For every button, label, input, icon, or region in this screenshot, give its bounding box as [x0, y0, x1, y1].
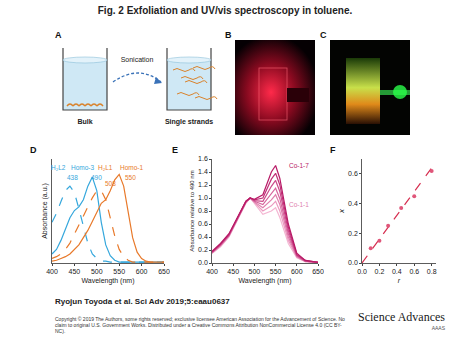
- svg-text:H₂L2: H₂L2: [51, 164, 66, 171]
- svg-text:Co-1-7: Co-1-7: [289, 162, 309, 169]
- svg-text:0.0: 0.0: [357, 268, 367, 275]
- html-text:F: F: [330, 145, 336, 155]
- svg-text:0.4: 0.4: [348, 200, 358, 207]
- html-text:C: C: [320, 30, 327, 40]
- svg-text:Co-1-1: Co-1-1: [289, 201, 309, 208]
- svg-text:400: 400: [46, 268, 58, 275]
- svg-text:Bulk: Bulk: [77, 118, 92, 125]
- svg-text:0.2: 0.2: [348, 230, 358, 237]
- svg-text:Wavelength (nm): Wavelength (nm): [81, 277, 134, 285]
- html-text:Copyright © 2019 The Authors,: Copyright © 2019 The Authors, some right…: [55, 316, 345, 334]
- svg-text:450: 450: [69, 268, 81, 275]
- svg-text:0.6: 0.6: [409, 268, 419, 275]
- svg-text:Homo-1: Homo-1: [120, 164, 144, 171]
- svg-text:1.0: 1.0: [198, 194, 208, 201]
- svg-text:Absorbance (a.u.): Absorbance (a.u.): [41, 183, 49, 239]
- svg-text:Absorbance relative to 490 nm: Absorbance relative to 490 nm: [189, 170, 195, 251]
- svg-text:600: 600: [136, 268, 148, 275]
- svg-text:0.0: 0.0: [348, 259, 358, 266]
- svg-text:438: 438: [67, 174, 78, 181]
- html-text:Ryojun Toyoda et al. Sci Adv 2: Ryojun Toyoda et al. Sci Adv 2019;5:eaau…: [55, 297, 230, 306]
- html-text:A: A: [55, 30, 62, 40]
- svg-text:H₂L1: H₂L1: [98, 164, 113, 171]
- html-text:Fig. 2 Exfoliation and UV/vis: Fig. 2 Exfoliation and UV/vis spectrosco…: [97, 5, 353, 16]
- svg-text:r: r: [398, 277, 401, 284]
- svg-text:1.4: 1.4: [198, 168, 208, 175]
- svg-text:0.2: 0.2: [198, 246, 208, 253]
- svg-text:Sonication: Sonication: [121, 56, 154, 63]
- svg-text:400: 400: [206, 268, 218, 275]
- svg-text:490: 490: [91, 174, 102, 181]
- svg-text:500: 500: [249, 268, 261, 275]
- html-text:AAAS: AAAS: [431, 325, 445, 331]
- html-text:E: E: [172, 145, 178, 155]
- svg-text:600: 600: [291, 268, 303, 275]
- svg-text:650: 650: [312, 268, 324, 275]
- svg-text:Single strands: Single strands: [165, 118, 213, 126]
- svg-text:x: x: [337, 208, 346, 214]
- svg-text:0.6: 0.6: [198, 220, 208, 227]
- html-text:B: B: [225, 30, 232, 40]
- svg-text:0.4: 0.4: [392, 268, 402, 275]
- svg-text:550: 550: [270, 268, 282, 275]
- svg-text:0.6: 0.6: [348, 170, 358, 177]
- html-text:D: D: [30, 145, 37, 155]
- svg-text:1.2: 1.2: [198, 181, 208, 188]
- svg-text:0.0: 0.0: [198, 259, 208, 266]
- svg-text:650: 650: [158, 268, 170, 275]
- svg-text:1.6: 1.6: [198, 155, 208, 162]
- svg-text:0.2: 0.2: [375, 268, 385, 275]
- svg-text:550: 550: [125, 174, 136, 181]
- svg-text:0.8: 0.8: [198, 207, 208, 214]
- html-text:Science Advances: Science Advances: [358, 310, 445, 324]
- svg-text:Homo-3: Homo-3: [71, 164, 95, 171]
- svg-text:450: 450: [227, 268, 239, 275]
- svg-text:0.8: 0.8: [427, 268, 437, 275]
- svg-text:500: 500: [91, 268, 103, 275]
- svg-text:0.4: 0.4: [198, 233, 208, 240]
- svg-text:550: 550: [113, 268, 125, 275]
- svg-text:Wavelength (nm): Wavelength (nm): [238, 277, 291, 285]
- svg-text:508: 508: [105, 180, 116, 187]
